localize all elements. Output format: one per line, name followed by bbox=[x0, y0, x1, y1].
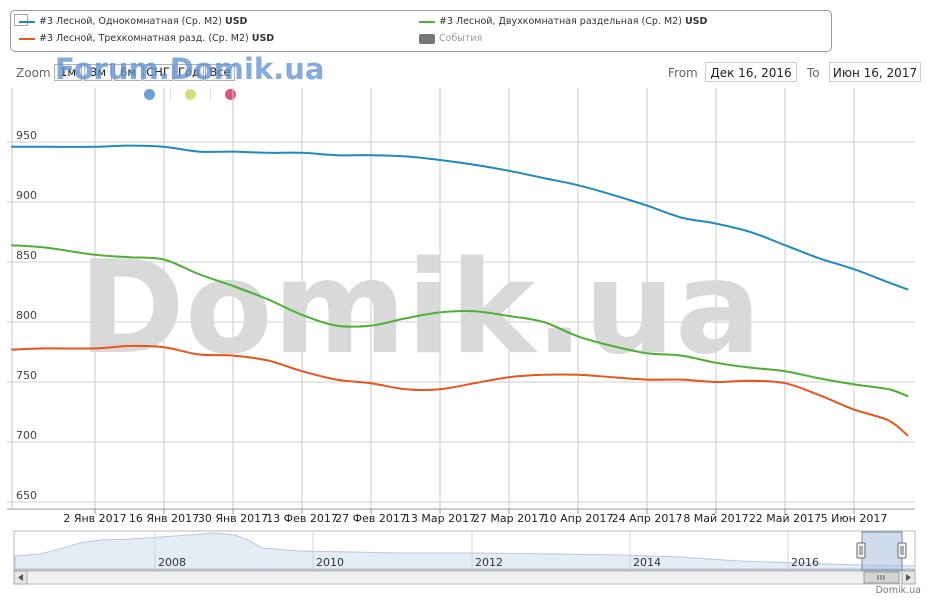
legend-item-events[interactable]: События bbox=[419, 33, 482, 45]
navigator-year-label: 2016 bbox=[791, 556, 819, 569]
event-flag-yellow[interactable] bbox=[185, 89, 196, 100]
zoom-6m-button[interactable]: 6м bbox=[114, 64, 142, 81]
event-flag-blue[interactable] bbox=[144, 89, 155, 100]
legend-item-two-room[interactable]: #3 Лесной, Двухкомнатная раздельная (Ср.… bbox=[419, 16, 707, 28]
from-date-input[interactable]: Дек 16, 2016 bbox=[705, 62, 797, 82]
navigator-year-label: 2012 bbox=[475, 556, 503, 569]
scrollbar-track[interactable] bbox=[13, 570, 916, 585]
to-date-input[interactable]: Июн 16, 2017 bbox=[829, 62, 921, 82]
zoom-ytd-button[interactable]: СНГ bbox=[143, 64, 173, 81]
navigator-year-axis: 2008 2010 2012 2014 2016 bbox=[154, 532, 819, 569]
navigator-right-handle[interactable] bbox=[897, 542, 907, 559]
navigator-series-area bbox=[14, 532, 916, 570]
legend-label-events: События bbox=[439, 33, 483, 44]
navigator-year-label: 2010 bbox=[316, 556, 344, 569]
legend-swatch-two-room bbox=[419, 20, 435, 23]
legend-swatch-one-room bbox=[19, 20, 35, 23]
zoom-label: Zoom bbox=[16, 66, 51, 80]
legend-item-one-room[interactable]: #3 Лесной, Однокомнатная (Ср. M2) USD bbox=[19, 16, 247, 28]
legend-label-three-room: #3 Лесной, Трехкомнатная разд. (Ср. M2) bbox=[39, 33, 249, 44]
legend-item-three-room[interactable]: #3 Лесной, Трехкомнатная разд. (Ср. M2) … bbox=[19, 33, 274, 45]
legend-label-one-room: #3 Лесной, Однокомнатная (Ср. M2) bbox=[39, 16, 222, 27]
navigator-selected-range bbox=[861, 531, 903, 571]
forum-watermark: Forum.Domik.ua bbox=[55, 52, 325, 86]
legend-label-two-room: #3 Лесной, Двухкомнатная раздельная (Ср.… bbox=[439, 16, 682, 27]
credit-link[interactable]: Domik.ua bbox=[875, 585, 921, 596]
legend-swatch-events bbox=[419, 33, 435, 44]
zoom-year-button[interactable]: Год bbox=[174, 64, 204, 81]
legend-unit-three-room: USD bbox=[251, 33, 275, 44]
navigator-year-label: 2008 bbox=[158, 556, 186, 569]
zoom-all-button[interactable]: Все bbox=[205, 64, 235, 81]
navigator-year-label: 2014 bbox=[633, 556, 661, 569]
zoom-1m-button[interactable]: 1м bbox=[54, 64, 82, 81]
to-label: To bbox=[807, 66, 820, 80]
legend-swatch-three-room bbox=[19, 37, 35, 40]
arrow-right-icon bbox=[906, 574, 911, 581]
from-label: From bbox=[668, 66, 698, 80]
flag-separator bbox=[170, 88, 171, 100]
navigator-left-handle[interactable] bbox=[856, 542, 866, 559]
flag-separator bbox=[210, 88, 211, 100]
legend-unit-two-room: USD bbox=[684, 16, 708, 27]
zoom-3m-button[interactable]: 3м bbox=[84, 64, 112, 81]
legend-drag-handle[interactable] bbox=[14, 14, 28, 26]
chart-legend: #3 Лесной, Однокомнатная (Ср. M2) USD #3… bbox=[10, 10, 832, 52]
arrow-left-icon bbox=[18, 574, 23, 581]
legend-unit-one-room: USD bbox=[224, 16, 248, 27]
event-flag-pink[interactable] bbox=[225, 89, 236, 100]
